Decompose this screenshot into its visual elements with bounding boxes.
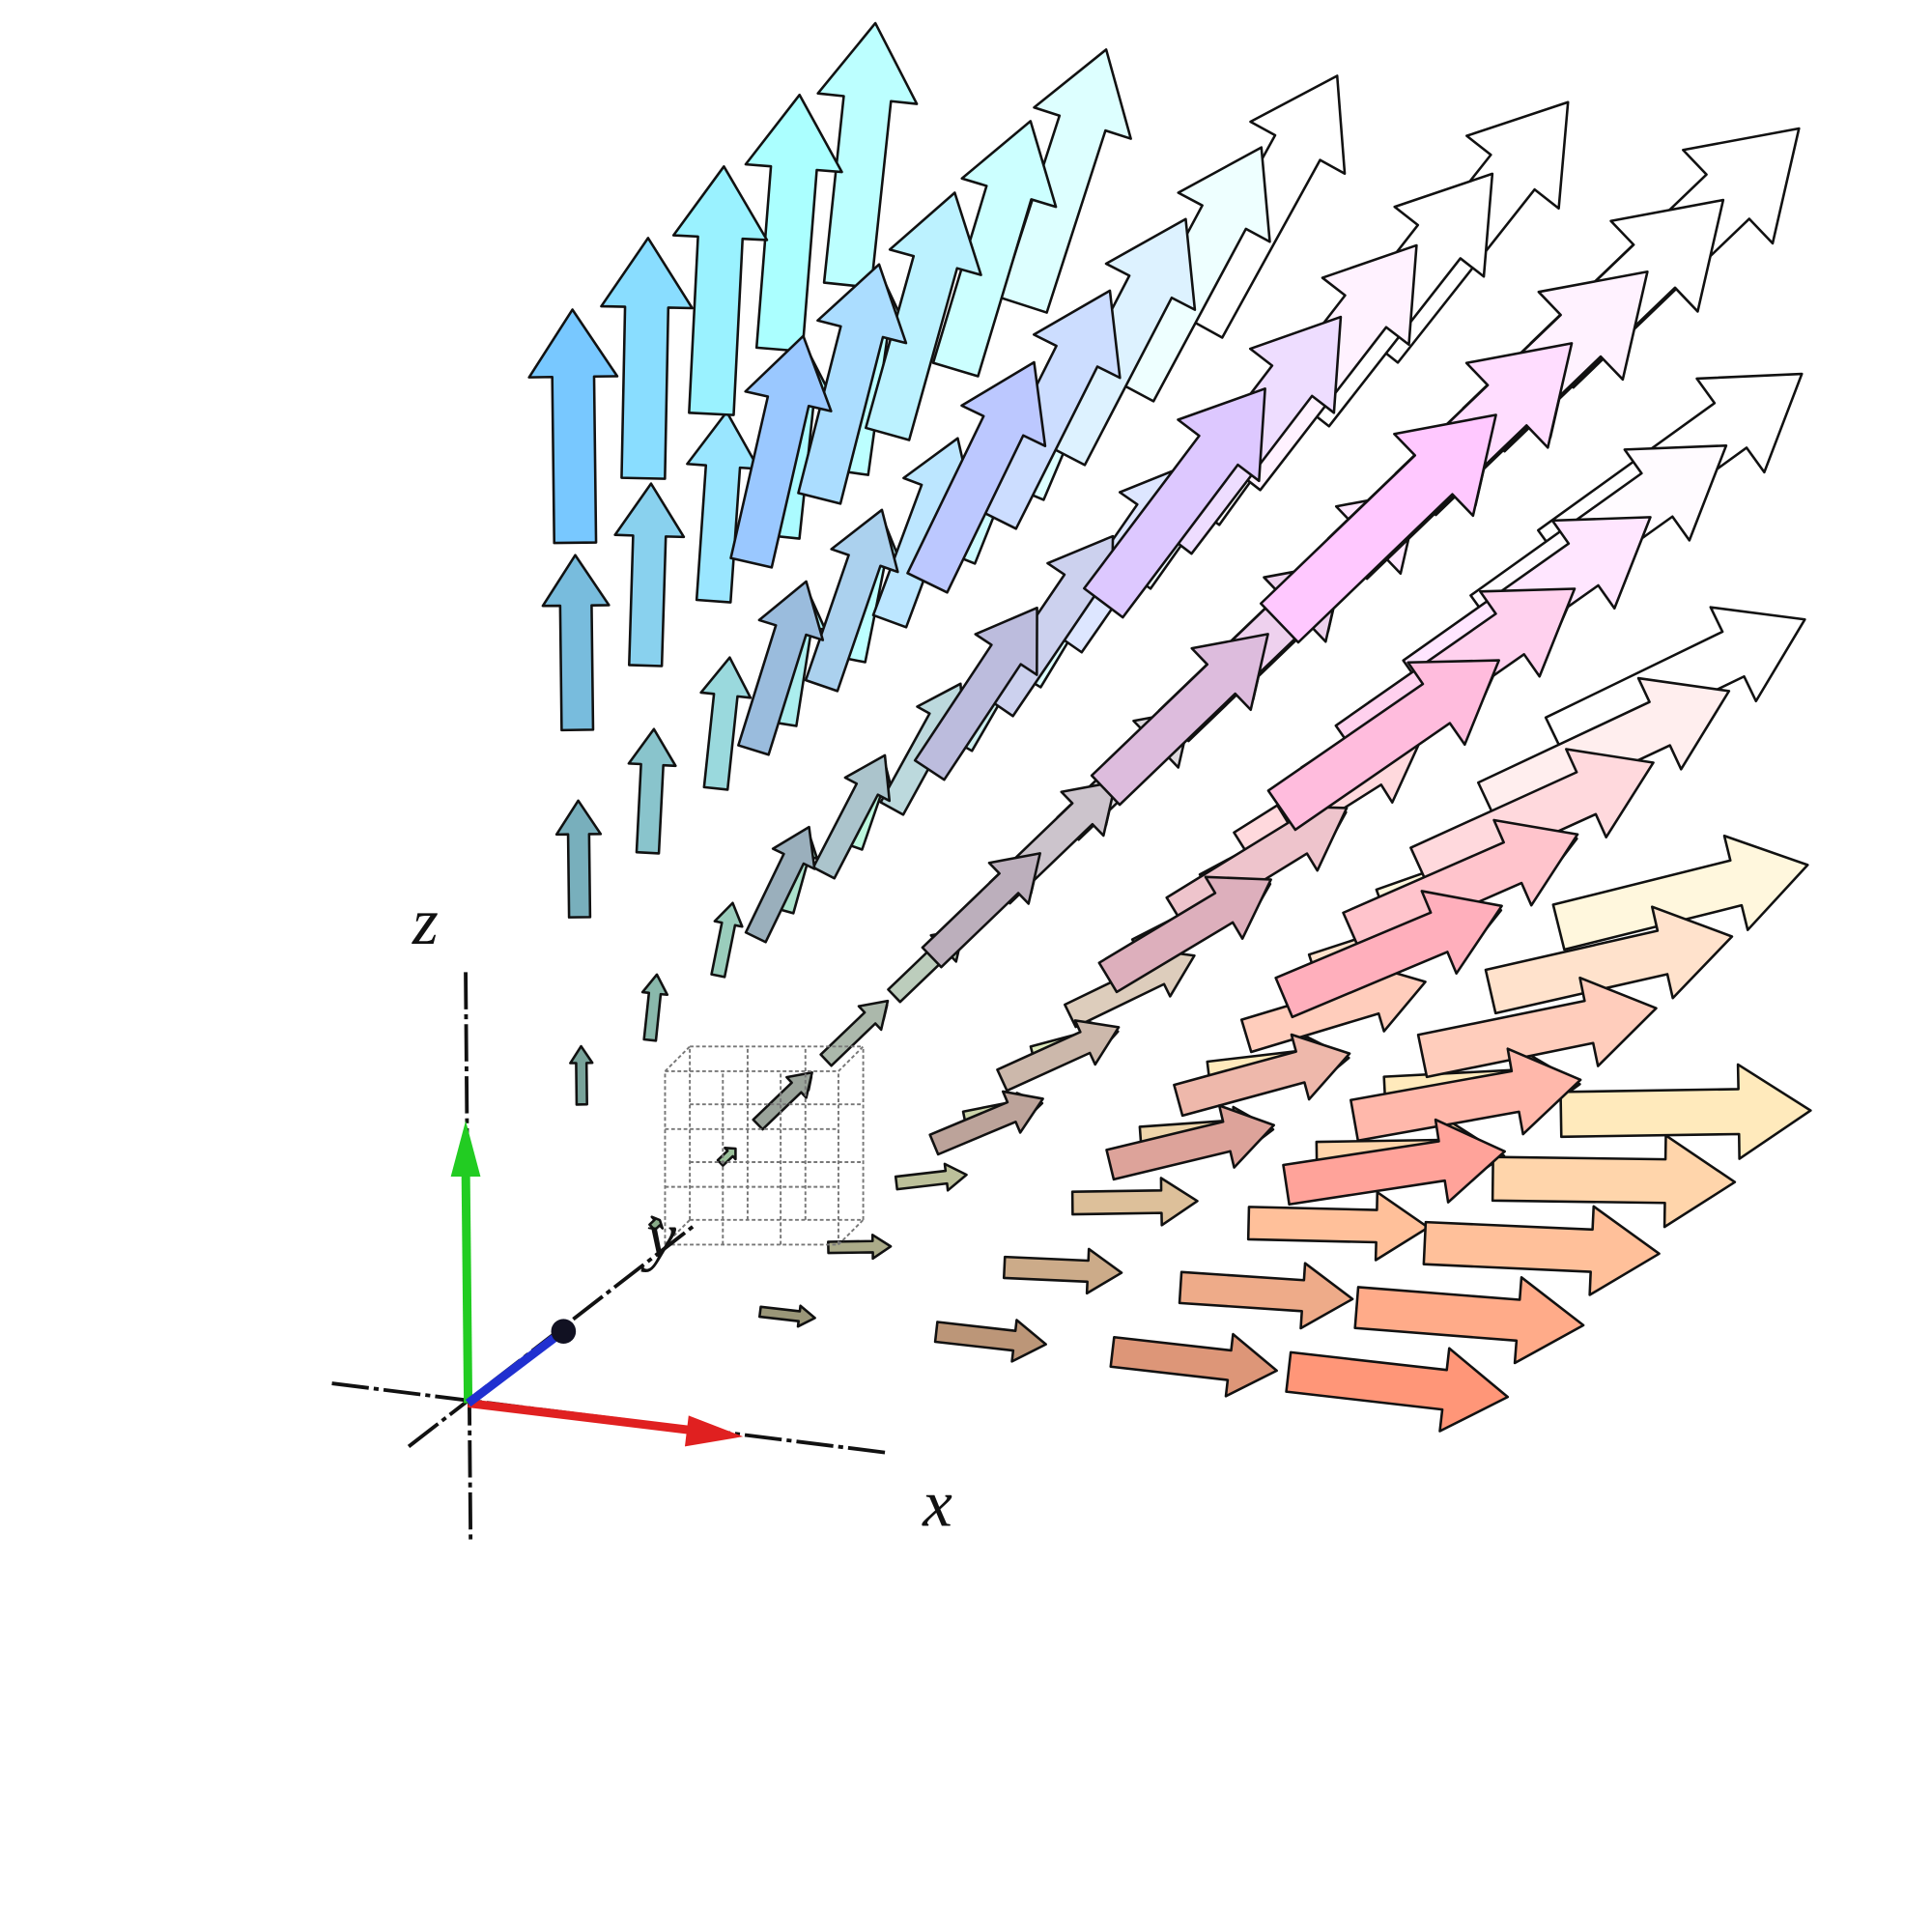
field-arrow	[1070, 1177, 1199, 1227]
field-arrow	[1416, 976, 1658, 1079]
field-arrow	[671, 165, 769, 416]
field-arrow	[1484, 905, 1734, 1015]
axes	[331, 972, 888, 1543]
field-arrow	[1259, 413, 1497, 644]
y-basis	[465, 1334, 558, 1407]
field-arrow	[1002, 1247, 1123, 1295]
z-basis-head	[450, 1121, 481, 1177]
field-arrow	[921, 852, 1041, 969]
field-arrow	[710, 901, 744, 979]
field-arrow	[1342, 818, 1579, 955]
field-arrow	[1246, 1190, 1430, 1262]
field-arrow	[933, 1319, 1047, 1363]
field-arrow	[827, 1234, 893, 1261]
field-arrow	[1409, 748, 1655, 892]
field-arrow	[1559, 1063, 1812, 1160]
vector-field	[527, 21, 1812, 1433]
field-arrow	[1285, 1347, 1510, 1433]
field-arrow	[894, 1162, 968, 1192]
field-arrow	[737, 580, 825, 756]
x-basis-head	[684, 1415, 744, 1447]
wireframe-cube	[664, 1045, 865, 1246]
field-arrow	[744, 93, 843, 354]
z-label: z	[412, 884, 439, 958]
field-arrow	[913, 606, 1038, 781]
field-arrow	[757, 1304, 816, 1328]
basis-vectors	[450, 1121, 744, 1447]
y-label: y	[640, 1199, 676, 1273]
field-arrow	[640, 973, 669, 1042]
field-arrow	[1551, 834, 1809, 952]
x-basis	[468, 1399, 695, 1435]
field-arrow	[554, 799, 603, 919]
field-arrow	[1491, 1134, 1737, 1229]
field-arrow	[648, 1215, 665, 1232]
field-arrow	[1105, 1104, 1275, 1181]
field-arrow	[906, 360, 1047, 594]
field-arrow	[1353, 1276, 1585, 1365]
field-arrow	[1282, 1118, 1506, 1207]
field-arrow	[1173, 1033, 1351, 1118]
field-arrow	[1178, 1262, 1354, 1330]
field-arrow	[797, 263, 908, 505]
field-arrow	[928, 1090, 1044, 1156]
field-arrow	[613, 482, 686, 668]
field-arrow	[804, 508, 899, 693]
field-arrow	[699, 656, 753, 791]
x-label: x	[922, 1465, 952, 1540]
field-arrow	[744, 825, 816, 944]
z-basis	[461, 1164, 473, 1404]
field-arrow	[729, 334, 833, 569]
field-arrow	[716, 1147, 737, 1167]
field-arrow	[811, 753, 892, 880]
field-arrow	[627, 727, 677, 855]
field-arrow	[1350, 1047, 1582, 1143]
y-basis-head	[551, 1319, 577, 1345]
field-arrow	[569, 1044, 594, 1106]
field-arrow	[600, 237, 694, 480]
field-arrow	[752, 1070, 813, 1131]
field-arrow	[819, 999, 890, 1067]
field-arrow	[1083, 387, 1266, 619]
field-arrow	[541, 554, 611, 732]
cube-edge	[664, 1045, 691, 1072]
field-arrow	[864, 191, 982, 441]
field-arrow	[686, 411, 760, 604]
field-arrow	[1109, 1332, 1278, 1398]
field-arrow	[931, 120, 1058, 378]
field-arrow	[816, 21, 919, 289]
field-arrow	[527, 308, 619, 545]
field-arrow	[1097, 875, 1272, 994]
field-arrow	[996, 1019, 1121, 1093]
field-arrow	[1090, 633, 1269, 807]
field-arrow	[1274, 890, 1503, 1019]
field-arrow	[1266, 659, 1500, 832]
field-arrow	[1422, 1205, 1661, 1296]
